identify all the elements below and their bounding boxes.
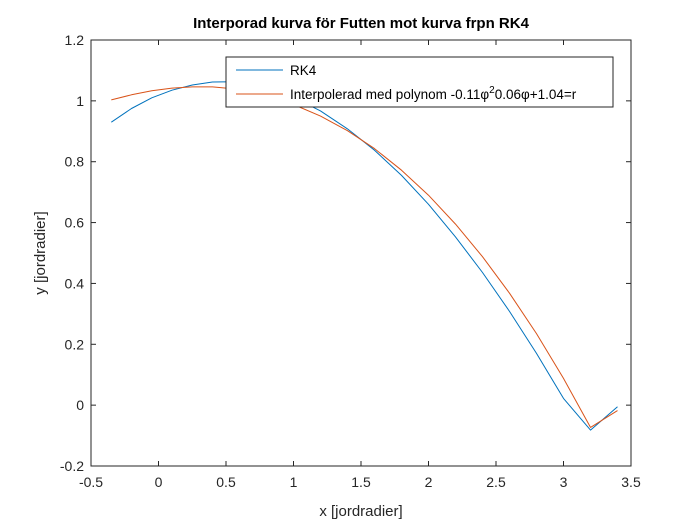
- y-tick-label: 0.8: [65, 154, 85, 170]
- y-tick-label: 0.4: [65, 275, 85, 291]
- ticks-layer: -0.5 0 0.5 1 1.5 2 2.5 3 3.5 -0.2 0 0.2 0.4 0.6 0.8 1 1.…: [60, 32, 641, 490]
- chart-title: Interporad kurva för Futten mot kurva fr…: [193, 15, 530, 32]
- y-tick-label: 1.2: [65, 32, 85, 48]
- y-tick-label: -0.2: [60, 458, 84, 474]
- x-tick-label: 1: [290, 474, 298, 490]
- y-tick-label: 1: [76, 93, 84, 109]
- y-tick-label: 0.2: [65, 336, 85, 352]
- x-tick-label: 1.5: [351, 474, 371, 490]
- y-tick-label: 0.6: [65, 215, 85, 231]
- axes-background: [91, 40, 631, 466]
- series-layer: [111, 81, 618, 431]
- axes-box: [90, 39, 632, 467]
- legend-box: [225, 56, 614, 108]
- x-tick-label: 3.5: [621, 474, 641, 490]
- x-tick-label: 0.5: [216, 474, 236, 490]
- y-axis-label: y [jordradier]: [32, 211, 49, 294]
- x-tick-label: 2: [425, 474, 433, 490]
- x-tick-label: 0: [155, 474, 163, 490]
- series-line-interpolerad: [111, 86, 618, 428]
- legend-label-interpolerad: Interpolerad med polynom -0.11φ20.06φ+1.…: [290, 85, 577, 102]
- x-axis-label: x [jordradier]: [319, 503, 402, 520]
- legend[interactable]: RK4 Interpolerad med polynom -0.11φ20.06…: [225, 56, 614, 108]
- x-tick-label: 3: [560, 474, 568, 490]
- x-tick-label: 2.5: [486, 474, 506, 490]
- x-tick-label: -0.5: [79, 474, 103, 490]
- legend-label-rk4: RK4: [290, 63, 317, 78]
- y-tick-label: 0: [76, 397, 84, 413]
